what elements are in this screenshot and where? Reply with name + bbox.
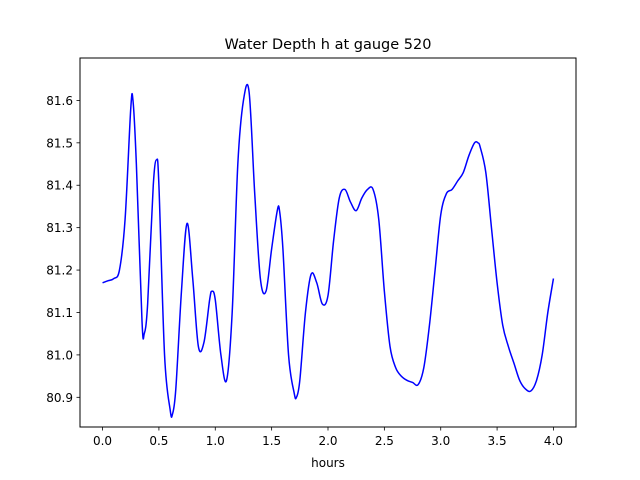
x-tick-label: 2.5 (375, 434, 394, 448)
y-tick-label: 80.9 (46, 391, 73, 405)
y-tick-label: 81.6 (46, 94, 73, 108)
x-tick-label: 0.5 (149, 434, 168, 448)
x-axis: 0.0 0.5 1.0 1.5 2.0 2.5 3.0 3.5 4.0 (93, 427, 563, 448)
x-tick-label: 3.5 (488, 434, 507, 448)
y-tick-label: 81.1 (46, 306, 73, 320)
y-tick-label: 81.0 (46, 348, 73, 362)
x-tick-label: 2.0 (318, 434, 337, 448)
x-tick-label: 1.5 (262, 434, 281, 448)
plot-area (102, 83, 555, 418)
x-tick-label: 0.0 (93, 434, 112, 448)
chart-title: Water Depth h at gauge 520 (225, 37, 432, 53)
x-tick-label: 1.0 (206, 434, 225, 448)
series-line-0 (102, 83, 555, 418)
x-tick-label: 4.0 (544, 434, 563, 448)
y-tick-label: 81.4 (46, 179, 73, 193)
x-tick-label: 3.0 (431, 434, 450, 448)
y-tick-label: 81.3 (46, 221, 73, 235)
y-tick-label: 81.2 (46, 264, 73, 278)
y-axis: 80.9 81.0 81.1 81.2 81.3 81.4 81.5 81.6 (46, 94, 80, 405)
y-tick-label: 81.5 (46, 136, 73, 150)
x-axis-label: hours (311, 456, 345, 470)
